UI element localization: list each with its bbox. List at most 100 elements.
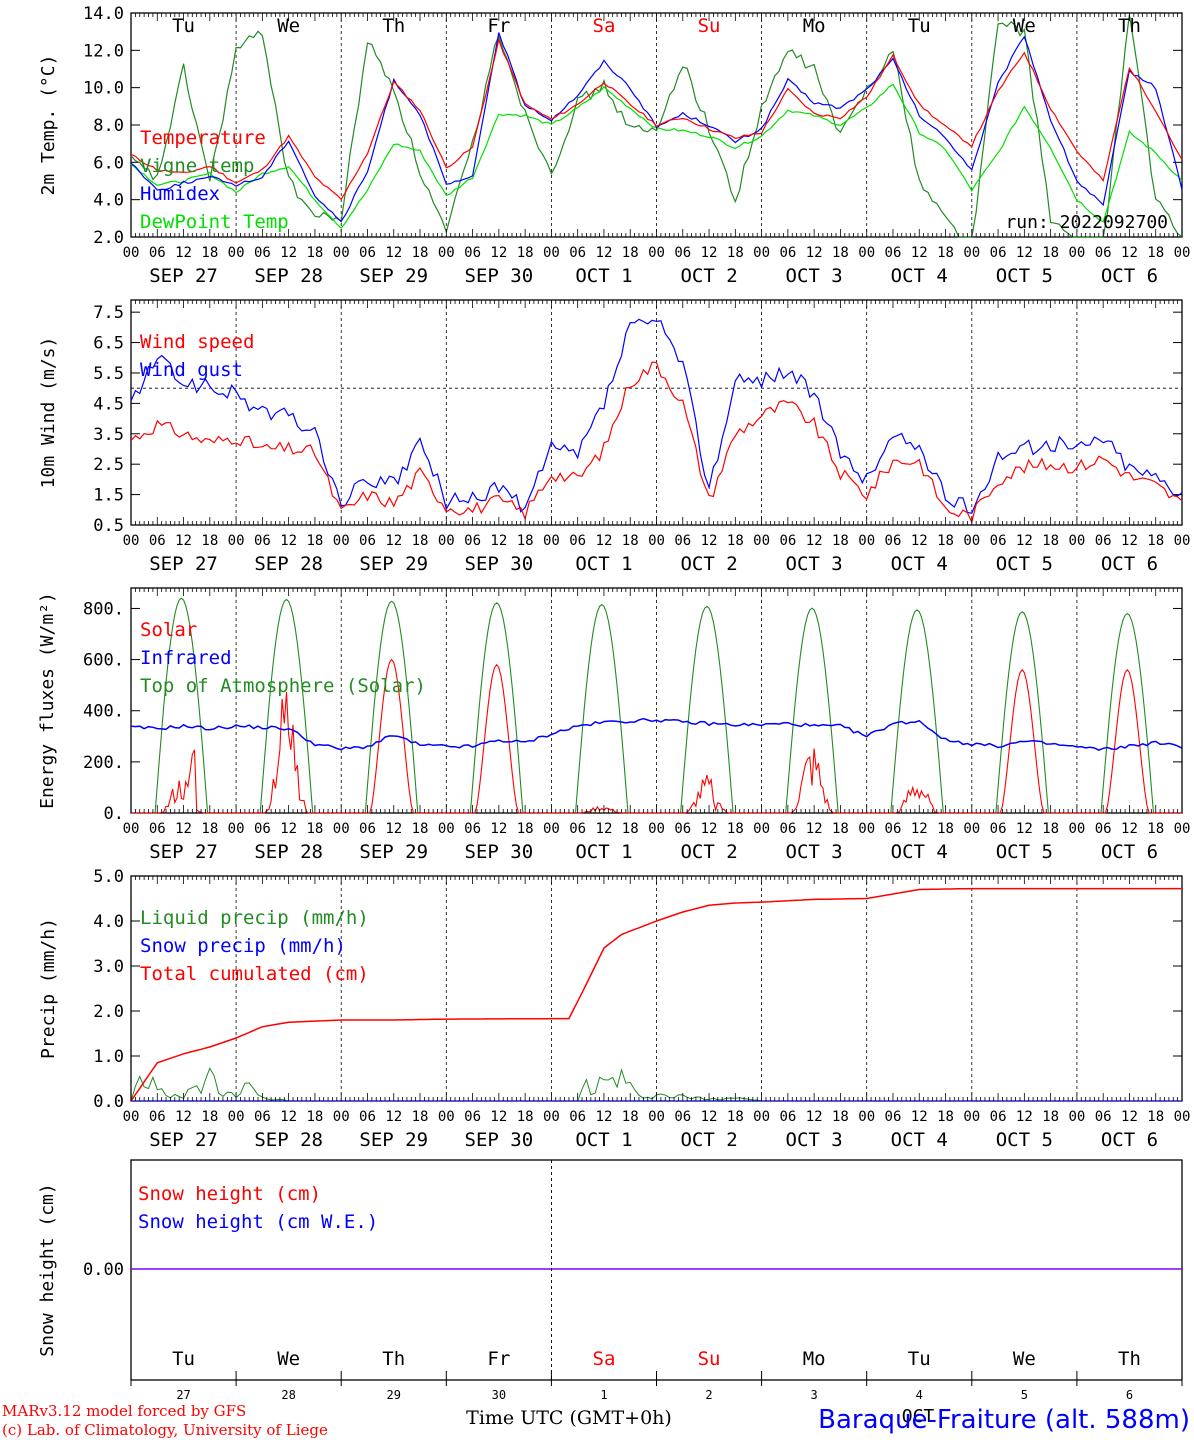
legend-entry: Humidex — [140, 183, 220, 205]
hour-tick-label: 00 — [123, 1109, 140, 1125]
hour-tick-label: 00 — [858, 533, 875, 549]
credits-line-2: (c) Lab. of Climatology, University of L… — [2, 1421, 328, 1439]
hour-tick-label: 06 — [359, 1109, 376, 1125]
hour-tick-label: 18 — [622, 245, 639, 261]
legend-entry: Infrared — [140, 647, 232, 669]
hour-tick-label: 06 — [464, 821, 481, 837]
hour-tick-label: 12 — [596, 245, 613, 261]
hour-tick-label: 18 — [832, 821, 849, 837]
hour-tick-label: 18 — [832, 1109, 849, 1125]
hour-tick-label: 06 — [464, 533, 481, 549]
weekday-label: Th — [382, 1348, 405, 1370]
hour-tick-label: 18 — [1042, 245, 1059, 261]
legend-entry: Wind gust — [140, 359, 243, 381]
day-number: 4 — [916, 1388, 923, 1402]
hour-tick-label: 00 — [438, 821, 455, 837]
hour-tick-label: 18 — [306, 533, 323, 549]
hour-tick-label: 06 — [674, 821, 691, 837]
hour-tick-label: 18 — [201, 1109, 218, 1125]
y-tick-label: 6.5 — [93, 334, 124, 354]
y-tick-label: 0. — [104, 804, 124, 824]
y-axis-label: 10m Wind (m/s) — [38, 337, 59, 489]
weekday-label: We — [277, 1348, 300, 1370]
hour-tick-label: 00 — [543, 1109, 560, 1125]
hour-tick-label: 00 — [1174, 533, 1191, 549]
hour-tick-label: 18 — [1147, 1109, 1164, 1125]
weekday-label: Sa — [593, 15, 616, 37]
hour-tick-label: 00 — [1068, 533, 1085, 549]
hour-tick-label: 18 — [306, 1109, 323, 1125]
hour-tick-label: 06 — [990, 533, 1007, 549]
hour-tick-label: 12 — [701, 1109, 718, 1125]
hour-tick-label: 18 — [306, 245, 323, 261]
hour-tick-label: 00 — [963, 821, 980, 837]
hour-tick-label: 06 — [254, 245, 271, 261]
weekday-label: Su — [698, 15, 721, 37]
hour-tick-label: 00 — [228, 533, 245, 549]
weekday-label: Su — [698, 1348, 721, 1370]
day-label: OCT 5 — [996, 1129, 1053, 1151]
day-label: OCT 2 — [680, 553, 737, 575]
hour-tick-label: 18 — [1042, 1109, 1059, 1125]
day-number: 2 — [705, 1388, 712, 1402]
hour-tick-label: 12 — [806, 245, 823, 261]
series-line-total-cumulated — [130, 887, 1182, 1102]
hour-tick-label: 18 — [412, 1109, 429, 1125]
hour-tick-label: 12 — [175, 821, 192, 837]
day-number: 3 — [811, 1388, 818, 1402]
hour-tick-label: 06 — [149, 533, 166, 549]
day-label: OCT 2 — [680, 1129, 737, 1151]
hour-tick-label: 18 — [727, 245, 744, 261]
weekday-label: Th — [1118, 15, 1141, 37]
weekday-label: Fr — [487, 1348, 510, 1370]
y-axis-label: Snow height (cm) — [37, 1183, 58, 1356]
day-label: SEP 30 — [465, 265, 534, 287]
weekday-label: Tu — [172, 15, 195, 37]
weekday-label: Tu — [908, 15, 931, 37]
day-number: 28 — [281, 1388, 295, 1402]
hour-tick-label: 12 — [701, 245, 718, 261]
weekday-label: We — [1013, 15, 1036, 37]
legend-entry: Vigne temp — [140, 155, 254, 177]
hour-tick-label: 06 — [779, 1109, 796, 1125]
hour-tick-label: 06 — [885, 821, 902, 837]
hour-tick-label: 18 — [727, 1109, 744, 1125]
panel-frame-2 — [130, 587, 1183, 814]
hour-tick-label: 18 — [1147, 821, 1164, 837]
hour-tick-label: 18 — [727, 533, 744, 549]
legend-entry: Solar — [140, 619, 197, 641]
hour-tick-label: 12 — [280, 533, 297, 549]
hour-tick-label: 12 — [806, 821, 823, 837]
hour-tick-label: 00 — [123, 821, 140, 837]
hour-tick-label: 12 — [490, 533, 507, 549]
hour-tick-label: 06 — [464, 245, 481, 261]
hour-tick-label: 12 — [701, 821, 718, 837]
hour-tick-label: 06 — [1095, 1109, 1112, 1125]
y-tick-label: 6.0 — [93, 153, 124, 173]
hour-tick-label: 06 — [674, 533, 691, 549]
y-tick-label: 200. — [83, 753, 124, 773]
legend-entry: Total cumulated (cm) — [140, 963, 369, 985]
hour-tick-label: 12 — [1121, 821, 1138, 837]
day-label: SEP 27 — [149, 265, 218, 287]
hour-tick-label: 12 — [490, 245, 507, 261]
day-label: SEP 27 — [149, 841, 218, 863]
hour-tick-label: 12 — [490, 1109, 507, 1125]
hour-tick-label: 06 — [1095, 821, 1112, 837]
hour-tick-label: 06 — [569, 533, 586, 549]
hour-tick-label: 00 — [333, 245, 350, 261]
hour-tick-label: 18 — [727, 821, 744, 837]
hour-tick-label: 00 — [963, 245, 980, 261]
day-label: OCT 2 — [680, 841, 737, 863]
day-label: OCT 6 — [1101, 265, 1158, 287]
weekday-label: Sa — [593, 1348, 616, 1370]
day-label: SEP 30 — [465, 1129, 534, 1151]
hour-tick-label: 06 — [885, 1109, 902, 1125]
hour-tick-label: 12 — [175, 1109, 192, 1125]
day-label: OCT 1 — [575, 265, 632, 287]
y-axis-label: Energy fluxes (W/m²) — [37, 592, 58, 809]
hour-tick-label: 00 — [648, 821, 665, 837]
hour-tick-label: 00 — [438, 1109, 455, 1125]
day-label: SEP 30 — [465, 841, 534, 863]
